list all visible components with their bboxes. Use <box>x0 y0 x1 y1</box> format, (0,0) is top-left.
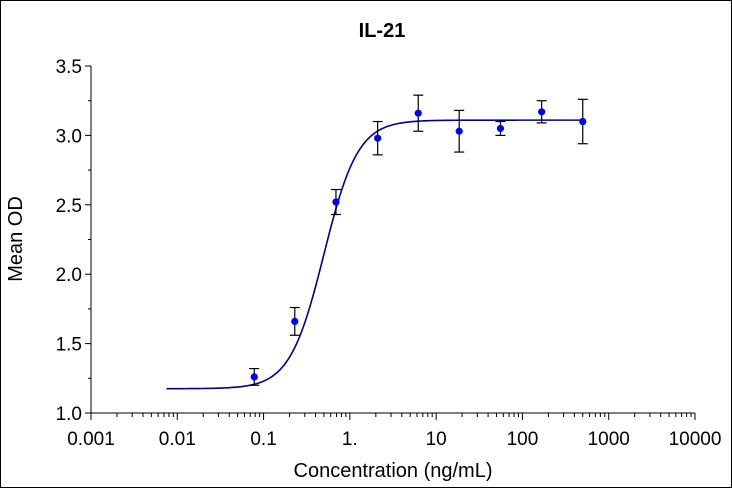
x-tick-label: 0.001 <box>67 429 115 450</box>
data-point <box>374 134 382 142</box>
error-bars <box>249 94 588 386</box>
x-tick-label: 100 <box>507 429 539 450</box>
x-axis-label: Concentration (ng/mL) <box>294 460 493 482</box>
data-point <box>250 373 258 381</box>
x-tick-label: 10000 <box>669 429 722 450</box>
axes <box>90 66 695 414</box>
curve-layer <box>166 119 583 390</box>
data-point <box>291 317 299 325</box>
y-tick-label: 3.5 <box>56 57 82 78</box>
data-point <box>579 117 587 126</box>
data-point <box>332 198 340 206</box>
y-tick-label: 2.0 <box>56 265 82 286</box>
data-point <box>414 109 422 117</box>
y-tick-label: 1.5 <box>56 335 82 356</box>
chart-title: IL-21 <box>359 20 406 42</box>
data-point <box>496 124 505 133</box>
y-tick-label: 1.0 <box>56 404 82 425</box>
y-tick-label: 3.0 <box>56 126 82 147</box>
x-tick-label: 1000 <box>588 429 630 450</box>
fit-curve <box>166 119 583 390</box>
data-point <box>538 108 546 116</box>
ticks: 1.0 1.5 2.0 2.5 3.0 3.5 0.001 0.01 0.1 1. 10 100 100… <box>56 57 722 450</box>
x-tick-label: 0.01 <box>159 429 196 450</box>
x-tick-label: 0.1 <box>250 429 276 450</box>
data-point <box>455 127 463 135</box>
y-tick-label: 2.5 <box>56 196 82 217</box>
y-axis-label: Mean OD <box>5 196 27 282</box>
data-points <box>250 108 587 381</box>
x-tick-label: 1. <box>342 429 358 450</box>
x-tick-label: 10 <box>426 429 447 450</box>
